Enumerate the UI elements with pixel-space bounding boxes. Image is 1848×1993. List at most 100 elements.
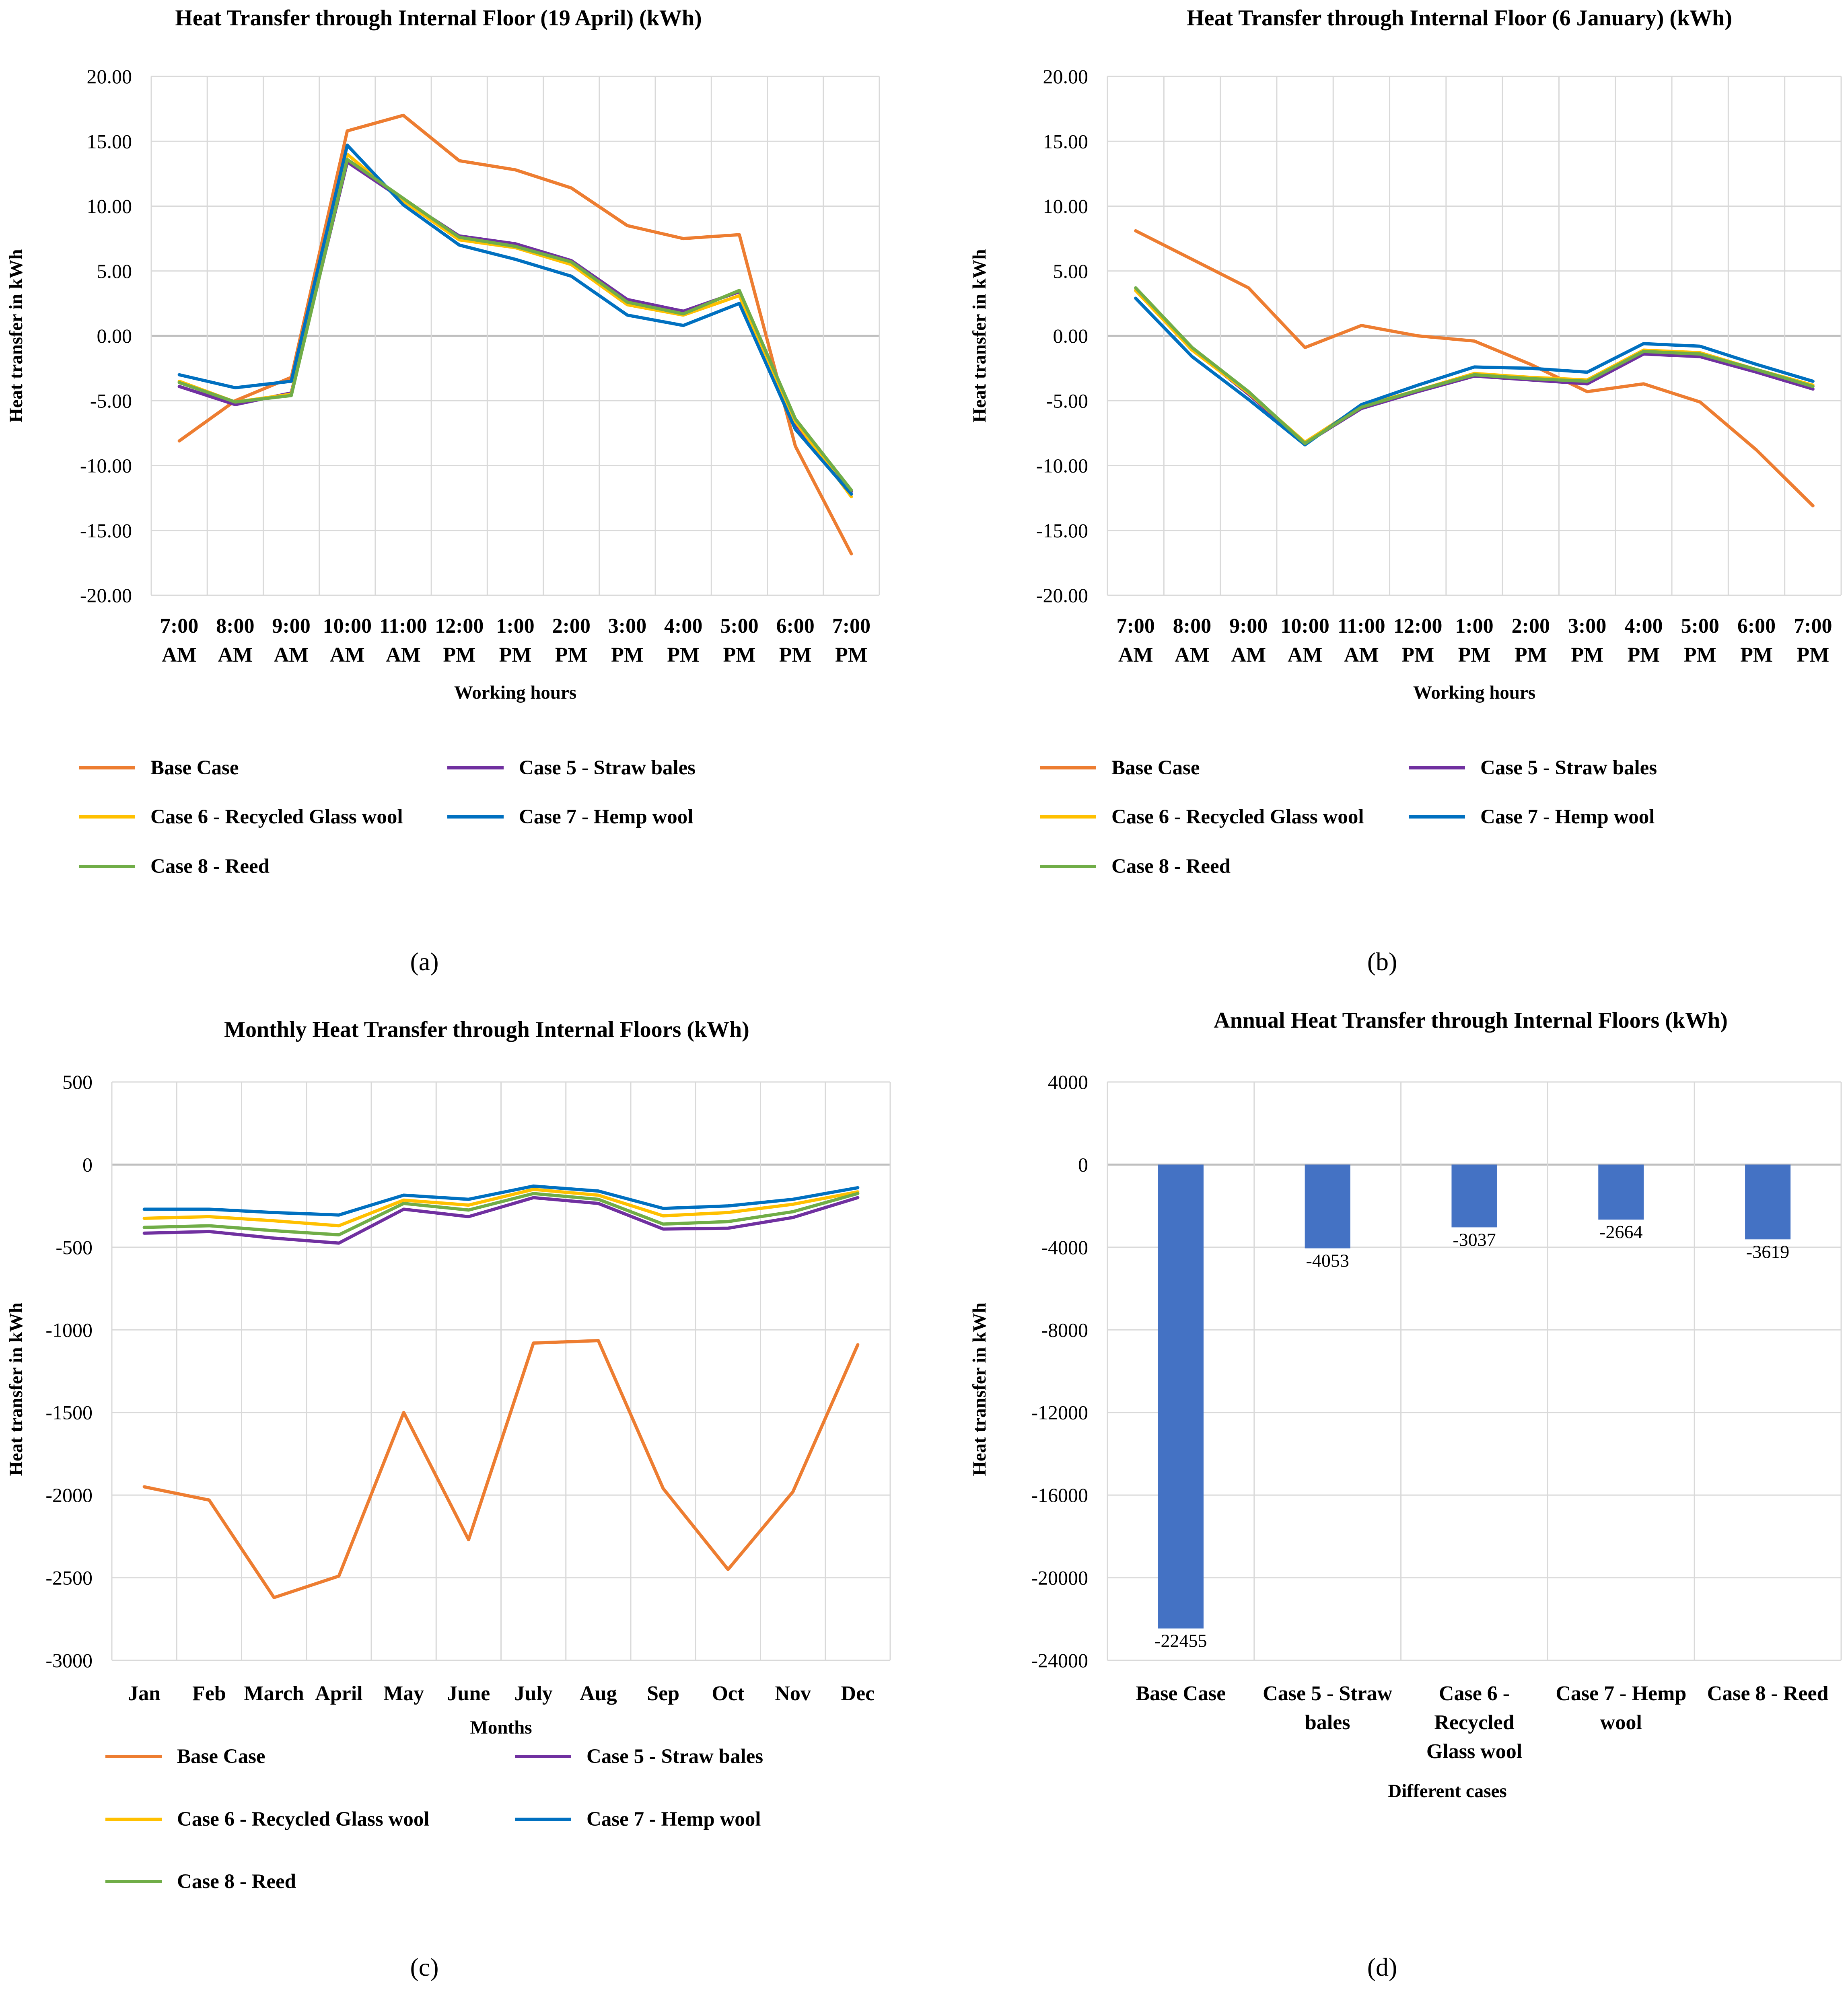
y-tick-label: 5.00 — [1053, 260, 1089, 282]
legend-entry: Case 6 - Recycled Glass wool — [105, 1808, 430, 1831]
x-tick-label: 11:00 — [379, 615, 427, 638]
x-tick-label: 4:00 — [664, 615, 702, 638]
y-tick-label: 15.00 — [1043, 130, 1089, 152]
panel-label: (a) — [410, 947, 438, 976]
y-tick-label: 20.00 — [1043, 65, 1089, 88]
x-tick-label: 1:00 — [1455, 615, 1493, 638]
x-tick-label: bales — [1305, 1711, 1350, 1734]
y-tick-label: 0 — [1078, 1153, 1088, 1176]
x-tick-label: 1:00 — [496, 615, 534, 638]
series-line — [1134, 286, 1815, 445]
y-tick-label: 15.00 — [87, 130, 132, 152]
chart-d: Annual Heat Transfer through Internal Fl… — [969, 1008, 1842, 1981]
legend-label: Case 7 - Hemp wool — [519, 806, 693, 828]
y-tick-label: -24000 — [1031, 1649, 1088, 1672]
x-tick-label: 5:00 — [720, 615, 758, 638]
legend-entry: Base Case — [1040, 757, 1200, 779]
x-tick-label: AM — [1344, 644, 1379, 666]
x-tick-label: 10:00 — [323, 615, 372, 638]
x-tick-label: AM — [1175, 644, 1210, 666]
y-tick-label: -500 — [56, 1236, 93, 1259]
y-tick-label: 0 — [82, 1153, 93, 1176]
gridlines — [1107, 76, 1842, 596]
x-tick-label: PM — [667, 644, 700, 666]
x-tick-label: AM — [218, 644, 253, 666]
legend-label: Case 8 - Reed — [1111, 855, 1231, 878]
data-label: -3037 — [1453, 1229, 1496, 1250]
legend-entry: Case 5 - Straw bales — [447, 757, 696, 779]
y-tick-label: 10.00 — [1043, 195, 1089, 218]
x-tick-label: AM — [330, 644, 365, 666]
x-tick-label: Sep — [647, 1682, 679, 1705]
legend-label: Case 5 - Straw bales — [1480, 757, 1657, 779]
legend-entry: Case 7 - Hemp wool — [1409, 806, 1655, 828]
legend-label: Case 6 - Recycled Glass wool — [150, 806, 403, 828]
y-tick-label: -2500 — [45, 1567, 93, 1589]
legend-entry: Case 8 - Reed — [1040, 855, 1231, 878]
bar — [1598, 1164, 1644, 1220]
x-tick-label: 8:00 — [1173, 615, 1211, 638]
x-tick-label: Jan — [128, 1682, 161, 1705]
legend-entry: Case 8 - Reed — [105, 1870, 296, 1893]
y-tick-label: 20.00 — [87, 65, 132, 88]
x-tick-label: 10:00 — [1280, 615, 1329, 638]
y-tick-label: -20.00 — [80, 584, 132, 607]
y-tick-label: -20.00 — [1036, 584, 1088, 607]
legend-entry: Case 6 - Recycled Glass wool — [79, 806, 403, 828]
chart-b: Heat Transfer through Internal Floor (6 … — [969, 6, 1842, 976]
x-tick-label: 6:00 — [1737, 615, 1776, 638]
x-tick-label: Glass wool — [1426, 1740, 1522, 1763]
legend-entry: Case 7 - Hemp wool — [515, 1808, 761, 1831]
y-tick-label: -5.00 — [90, 389, 132, 412]
y-tick-label: -15.00 — [1036, 519, 1088, 542]
y-tick-label: -20000 — [1031, 1567, 1088, 1589]
series-line — [1134, 296, 1815, 446]
series-line — [142, 1339, 860, 1599]
x-tick-label: Feb — [192, 1682, 226, 1705]
legend-label: Case 6 - Recycled Glass wool — [1111, 806, 1364, 828]
y-tick-label: -10.00 — [1036, 455, 1088, 477]
legend-entry: Case 5 - Straw bales — [1409, 757, 1657, 779]
bar — [1158, 1164, 1204, 1629]
x-tick-label: 9:00 — [272, 615, 310, 638]
x-tick-label: PM — [499, 644, 532, 666]
y-tick-label: -15.00 — [80, 519, 132, 542]
panel-label: (b) — [1367, 947, 1397, 976]
legend-label: Base Case — [177, 1745, 265, 1768]
data-label: -2664 — [1599, 1222, 1642, 1242]
gridlines — [111, 1081, 891, 1661]
x-tick-label: PM — [1740, 644, 1773, 666]
series-line — [1134, 229, 1815, 508]
x-tick-label: AM — [162, 644, 197, 666]
x-axis-label: Working hours — [1413, 682, 1535, 703]
series-line — [177, 158, 853, 492]
y-tick-label: 500 — [62, 1071, 93, 1093]
x-tick-label: PM — [1684, 644, 1716, 666]
x-tick-label: June — [447, 1682, 490, 1705]
x-tick-label: 12:00 — [435, 615, 484, 638]
bar — [1745, 1164, 1791, 1240]
x-tick-label: AM — [1118, 644, 1153, 666]
x-tick-label: 7:00 — [1794, 615, 1832, 638]
x-tick-label: AM — [386, 644, 421, 666]
chart-title: Monthly Heat Transfer through Internal F… — [224, 1017, 749, 1042]
x-tick-label: PM — [555, 644, 588, 666]
x-tick-label: PM — [1458, 644, 1491, 666]
x-tick-label: 7:00 — [832, 615, 870, 638]
x-tick-label: AM — [1288, 644, 1323, 666]
chart-title: Heat Transfer through Internal Floor (6 … — [1187, 6, 1732, 31]
x-tick-label: PM — [1628, 644, 1660, 666]
x-tick-label: wool — [1600, 1711, 1642, 1734]
x-tick-label: PM — [1515, 644, 1547, 666]
x-tick-label: Dec — [841, 1682, 875, 1705]
x-tick-label: April — [315, 1682, 362, 1705]
legend-entry: Case 5 - Straw bales — [515, 1745, 763, 1768]
x-tick-label: 7:00 — [160, 615, 198, 638]
gridlines — [150, 76, 880, 596]
y-tick-label: -3000 — [45, 1649, 93, 1672]
legend-entry: Case 7 - Hemp wool — [447, 806, 693, 828]
x-tick-label: PM — [779, 644, 812, 666]
x-tick-label: PM — [723, 644, 756, 666]
y-tick-label: -5.00 — [1046, 389, 1088, 412]
x-tick-label: 7:00 — [1116, 615, 1154, 638]
